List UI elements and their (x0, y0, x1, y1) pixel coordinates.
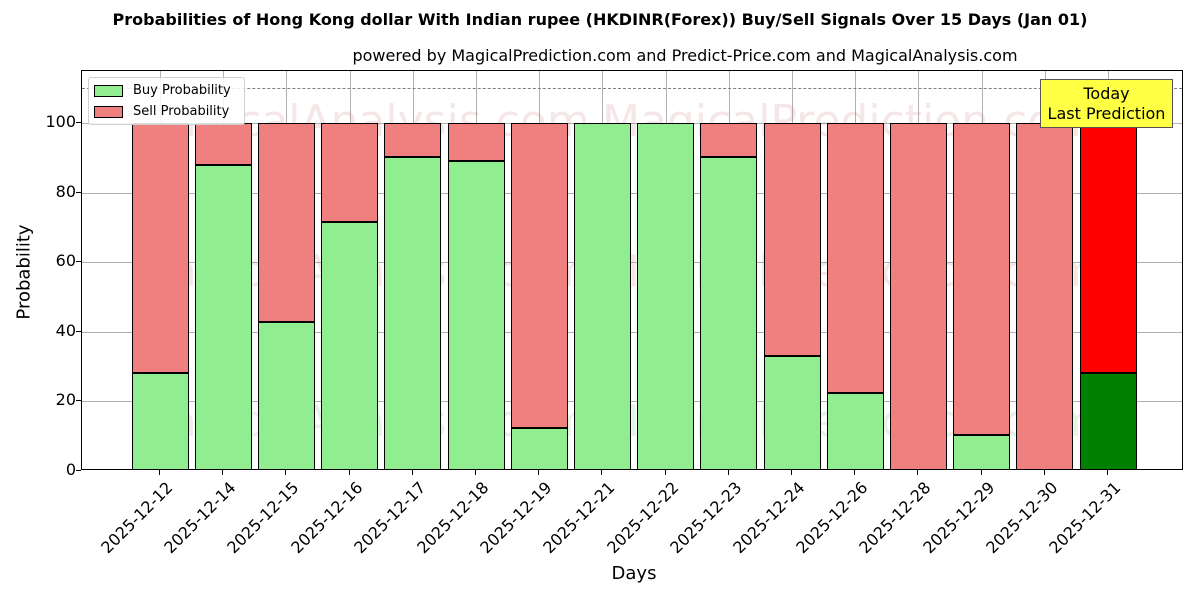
bar-2025-12-31 (1079, 123, 1137, 469)
chart-title: Probabilities of Hong Kong dollar With I… (112, 10, 1088, 29)
gridline-horizontal (82, 401, 1182, 403)
y-tick-label: 40 (55, 320, 76, 340)
x-tick-mark (348, 470, 350, 475)
legend-item-buy: Buy Probability (94, 83, 231, 98)
x-tick-mark (1043, 470, 1045, 475)
x-tick-mark (1107, 470, 1108, 475)
buy-segment (194, 165, 252, 469)
sell-segment (953, 123, 1011, 435)
bar-2025-12-16 (321, 123, 379, 469)
y-tick-mark (76, 191, 81, 193)
bar-2025-12-14 (194, 123, 252, 469)
buy-segment (573, 123, 631, 469)
today-annotation: Today Last Prediction (1040, 79, 1173, 128)
annotation-line-1: Today (1083, 84, 1130, 103)
y-tick-label: 20 (55, 390, 76, 410)
legend-buy-label: Buy Probability (133, 83, 231, 98)
bar-2025-12-18 (447, 123, 505, 469)
x-tick-mark (475, 470, 476, 475)
bar-2025-12-24 (763, 123, 821, 469)
x-tick-mark (980, 470, 982, 475)
sell-segment (321, 123, 379, 222)
legend-item-sell: Sell Probability (94, 104, 229, 119)
sell-segment (1079, 123, 1137, 373)
x-tick-mark (854, 470, 856, 475)
buy-segment (826, 393, 884, 469)
x-tick-mark (159, 470, 160, 475)
sell-segment (131, 123, 189, 373)
buy-segment (637, 123, 695, 469)
annotation-line-2: Last Prediction (1047, 104, 1166, 123)
buy-segment (510, 427, 568, 469)
x-tick-mark (664, 470, 666, 475)
y-tick-mark (76, 261, 81, 263)
buy-segment (953, 434, 1011, 469)
bar-2025-12-26 (826, 123, 884, 469)
buy-segment (321, 221, 379, 469)
bar-2025-12-22 (637, 123, 695, 469)
buy-swatch (94, 84, 123, 97)
x-tick-mark (601, 470, 603, 475)
gridline-horizontal (82, 123, 1182, 125)
sell-segment (510, 123, 568, 428)
sell-segment (447, 123, 505, 162)
gridline-horizontal (82, 262, 1182, 264)
sell-segment (889, 123, 947, 469)
buy-segment (700, 157, 758, 469)
buy-segment (763, 355, 821, 469)
plot-area: MagicalAnalysis.com MagicalPrediction.com… (81, 70, 1183, 470)
x-tick-mark (727, 470, 729, 475)
x-tick-mark (917, 470, 919, 475)
buy-segment (257, 322, 315, 469)
y-tick-label: 80 (55, 181, 76, 201)
chart-subtitle: powered by MagicalPrediction.com and Pre… (352, 46, 1018, 65)
bar-2025-12-19 (510, 123, 568, 469)
y-tick-mark (76, 330, 81, 332)
x-tick-mark (222, 470, 224, 475)
bar-2025-12-23 (700, 123, 758, 469)
sell-swatch (94, 105, 123, 118)
y-tick-label: 60 (55, 251, 76, 271)
legend: Buy Probability Sell Probability (88, 77, 245, 125)
y-axis-label: Probability (13, 224, 35, 320)
y-tick-mark (76, 400, 81, 402)
reference-line (82, 88, 1182, 90)
gridline-horizontal (82, 192, 1182, 194)
bar-2025-12-15 (257, 123, 315, 469)
bar-2025-12-29 (953, 123, 1011, 469)
sell-segment (257, 123, 315, 323)
gridline-horizontal (82, 331, 1182, 333)
sell-segment (763, 123, 821, 356)
x-tick-mark (411, 470, 413, 475)
sell-segment (1016, 123, 1074, 469)
buy-segment (1079, 372, 1137, 469)
bar-2025-12-28 (889, 123, 947, 469)
y-tick-label: 100 (45, 112, 76, 132)
buy-segment (131, 372, 189, 469)
bar-2025-12-30 (1016, 123, 1074, 469)
y-tick-mark (76, 122, 81, 124)
sell-segment (700, 123, 758, 158)
bar-2025-12-21 (573, 123, 631, 469)
y-tick-label: 0 (65, 460, 76, 479)
x-tick-mark (285, 470, 287, 475)
buy-segment (384, 157, 442, 469)
buy-segment (447, 161, 505, 469)
bar-2025-12-12 (131, 123, 189, 469)
x-tick-mark (538, 470, 540, 475)
sell-segment (384, 123, 442, 158)
x-axis-label: Days (611, 563, 657, 584)
sell-segment (194, 123, 252, 166)
y-tick-mark (76, 470, 81, 471)
sell-segment (826, 123, 884, 394)
bar-2025-12-17 (384, 123, 442, 469)
legend-sell-label: Sell Probability (133, 104, 230, 119)
x-tick-mark (791, 470, 792, 475)
